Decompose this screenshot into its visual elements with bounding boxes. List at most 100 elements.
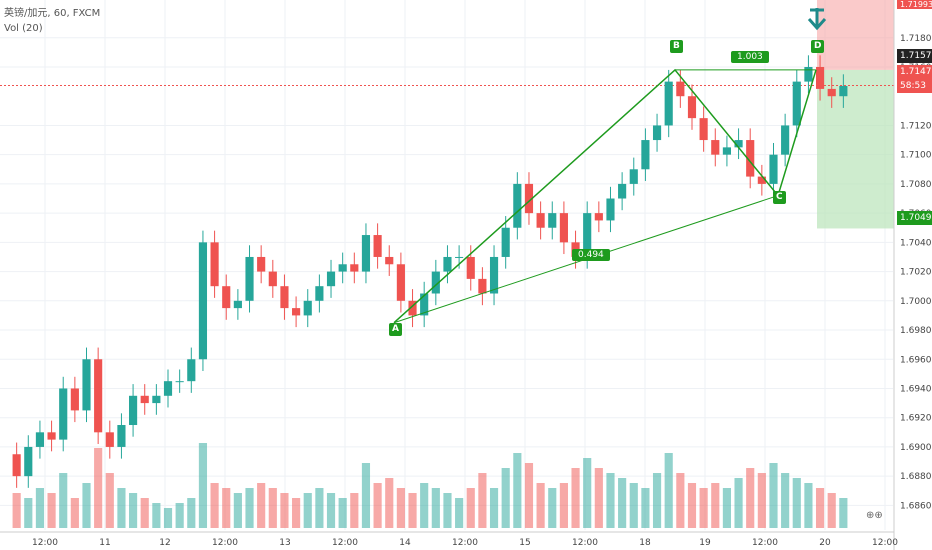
arrow-down-icon [807, 8, 827, 31]
candle-body [210, 242, 219, 287]
indicator-label: Vol (20) [4, 23, 43, 34]
candle-body [175, 381, 184, 383]
volume-bar [594, 468, 603, 528]
volume-bar [280, 493, 289, 528]
time-tick-label: 18 [639, 538, 651, 548]
volume-bar [94, 448, 103, 528]
volume-bar [757, 473, 766, 528]
volume-bar [478, 473, 487, 528]
candle-body [594, 213, 603, 221]
countdown-badge: 58:53 [897, 79, 932, 93]
candle-body [536, 213, 545, 228]
price-tick-label: 1.70800 [900, 180, 932, 190]
volume-bar [338, 498, 347, 528]
candle-body [373, 235, 382, 257]
candle-body [606, 198, 615, 221]
candle-body [59, 388, 68, 440]
volume-bar [618, 478, 627, 528]
price-tick-label: 1.68800 [900, 472, 932, 482]
volume-bar [711, 483, 720, 528]
volume-bar [629, 483, 638, 528]
volume-bar [815, 488, 825, 528]
candle-body [583, 213, 592, 257]
candle-body [524, 183, 534, 214]
candle-body [12, 454, 21, 477]
candle-body [303, 300, 312, 316]
candle-body [687, 96, 697, 119]
candle-body [326, 271, 336, 287]
volume-bar [47, 493, 56, 528]
volume-bar [664, 453, 673, 528]
volume-bar [408, 493, 417, 528]
price-tick-label: 1.70000 [900, 297, 932, 307]
point-c-label: C [773, 191, 786, 204]
volume-bar [606, 473, 615, 528]
candle-body [431, 271, 440, 294]
candle-body [105, 432, 114, 447]
time-tick-label: 12:00 [452, 538, 478, 548]
candle-body [257, 256, 266, 272]
candle-body [280, 286, 289, 309]
candle-body [513, 183, 522, 228]
candle-body [804, 66, 813, 82]
candlesticks [12, 55, 848, 488]
volume-bar [222, 488, 231, 528]
volume-bar [676, 473, 685, 528]
candle-body [746, 140, 755, 177]
volume-bar [722, 488, 731, 528]
candle-body [652, 125, 662, 141]
volume-bar [583, 458, 592, 528]
candle-body [187, 359, 196, 382]
volume-bar [315, 488, 324, 528]
volume-bar [59, 473, 68, 528]
candle-body [489, 256, 499, 294]
candle-body [839, 85, 848, 97]
candle-body [420, 293, 429, 316]
volume-bar [175, 503, 184, 528]
candle-body [268, 271, 277, 287]
volume-bar [12, 493, 21, 528]
bd-ratio-label: 1.003 [731, 51, 769, 63]
price-tick-label: 1.69400 [900, 384, 932, 394]
candle-body [769, 154, 778, 184]
candle-body [618, 183, 627, 199]
volume-bar [117, 488, 126, 528]
price-tick-label: 1.70200 [900, 268, 932, 278]
price-tick-label: 1.69000 [900, 443, 932, 453]
volume-bar [233, 493, 242, 528]
pattern-legs [393, 68, 817, 324]
volume-bar [501, 468, 510, 528]
symbol-label: 英镑/加元, 60, FXCM [4, 8, 101, 19]
volume-bar [489, 488, 499, 528]
target-price-badge: 1.70495 [897, 211, 932, 225]
candle-body [222, 286, 231, 309]
price-tick-label: 1.70400 [900, 238, 932, 248]
candle-body [152, 395, 161, 404]
volume-bar [70, 498, 79, 528]
candle-body [70, 388, 79, 411]
candle-body [792, 81, 801, 126]
candle-body [722, 147, 731, 155]
volume-bar [105, 473, 114, 528]
candle-body [478, 278, 487, 294]
time-tick-label: 13 [279, 538, 290, 548]
volume-bar [559, 483, 568, 528]
candle-body [385, 256, 394, 265]
time-tick-label: 19 [699, 538, 711, 548]
logo-icon: ⊕⊕ [866, 510, 883, 521]
candle-body [245, 256, 254, 301]
price-tick-label: 1.71000 [900, 151, 932, 161]
volume-bar [187, 498, 196, 528]
candle-body [129, 395, 138, 426]
volume-bar [652, 473, 662, 528]
time-tick-labels: 12:00 11 12 12:00 13 12:00 14 12:00 15 12:00 18 19 1… [32, 538, 898, 548]
volume-bar [292, 498, 301, 528]
stop-loss-zone [817, 0, 894, 70]
volume-bar [24, 498, 33, 528]
volume-bar [524, 463, 534, 528]
volume-bar [129, 493, 138, 528]
volume-bar [571, 468, 580, 528]
candle-body [350, 264, 359, 272]
volume-bar [687, 483, 697, 528]
